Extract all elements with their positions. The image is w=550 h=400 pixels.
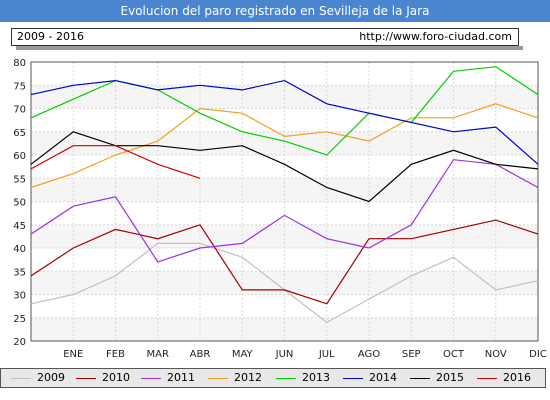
x-tick-label: NOV (485, 349, 507, 360)
chart-legend: 2009 2010 2011 2012 2013 2014 2015 2016 (0, 368, 546, 388)
legend-item-2010: 2010 (76, 369, 130, 387)
series-line-2014 (30, 79, 539, 165)
legend-item-2016: 2016 (477, 369, 531, 387)
y-tick-label: 45 (13, 221, 26, 232)
legend-item-2014: 2014 (343, 369, 397, 387)
source-url: http://www.foro-ciudad.com (359, 30, 512, 43)
legend-swatch (477, 377, 497, 379)
x-tick-label: MAY (232, 349, 254, 360)
y-tick-label: 25 (13, 314, 26, 325)
y-tick-label: 70 (13, 105, 26, 116)
legend-swatch (11, 377, 31, 379)
y-tick-label: 65 (13, 128, 26, 139)
legend-label: 2014 (369, 371, 397, 384)
legend-swatch (208, 377, 228, 379)
series-line-2010 (30, 219, 539, 305)
info-bar: 2009 - 2016 http://www.foro-ciudad.com (11, 28, 523, 50)
legend-item-2009: 2009 (11, 369, 65, 387)
legend-swatch (76, 377, 96, 379)
plot-area (30, 61, 539, 342)
x-tick-label: JUN (275, 349, 294, 360)
legend-swatch (276, 377, 296, 379)
legend-item-2013: 2013 (276, 369, 330, 387)
y-tick-label: 60 (13, 151, 26, 162)
legend-label: 2012 (234, 371, 262, 384)
x-tick-label: ABR (190, 349, 211, 360)
x-tick-label: ENE (63, 349, 83, 360)
legend-label: 2015 (436, 371, 464, 384)
y-tick-label: 35 (13, 267, 26, 278)
y-tick-label: 20 (13, 337, 26, 348)
legend-swatch (343, 377, 363, 379)
x-tick-label: AGO (358, 349, 380, 360)
x-tick-label: OCT (443, 349, 465, 360)
legend-item-2011: 2011 (141, 369, 195, 387)
legend-swatch (141, 377, 161, 379)
y-tick-label: 50 (13, 198, 26, 209)
legend-item-2012: 2012 (208, 369, 262, 387)
series-line-2011 (30, 159, 539, 263)
legend-item-2015: 2015 (410, 369, 464, 387)
legend-swatch (410, 377, 430, 379)
legend-label: 2013 (302, 371, 330, 384)
series-line-2012 (30, 103, 539, 189)
period-label: 2009 - 2016 (17, 30, 84, 43)
y-tick-label: 80 (13, 58, 26, 69)
y-tick-label: 40 (13, 244, 26, 255)
y-tick-label: 55 (13, 174, 26, 185)
x-tick-label: MAR (147, 349, 169, 360)
x-tick-label: SEP (402, 349, 421, 360)
legend-label: 2010 (102, 371, 130, 384)
x-tick-label: DIC (529, 349, 547, 360)
y-tick-label: 75 (13, 81, 26, 92)
x-tick-label: FEB (106, 349, 125, 360)
y-tick-label: 30 (13, 291, 26, 302)
chart-title: Evolucion del paro registrado en Seville… (0, 0, 550, 22)
series-line-2016 (30, 145, 201, 179)
x-tick-label: JUL (318, 349, 335, 360)
legend-label: 2011 (167, 371, 195, 384)
legend-label: 2009 (37, 371, 65, 384)
legend-label: 2016 (503, 371, 531, 384)
